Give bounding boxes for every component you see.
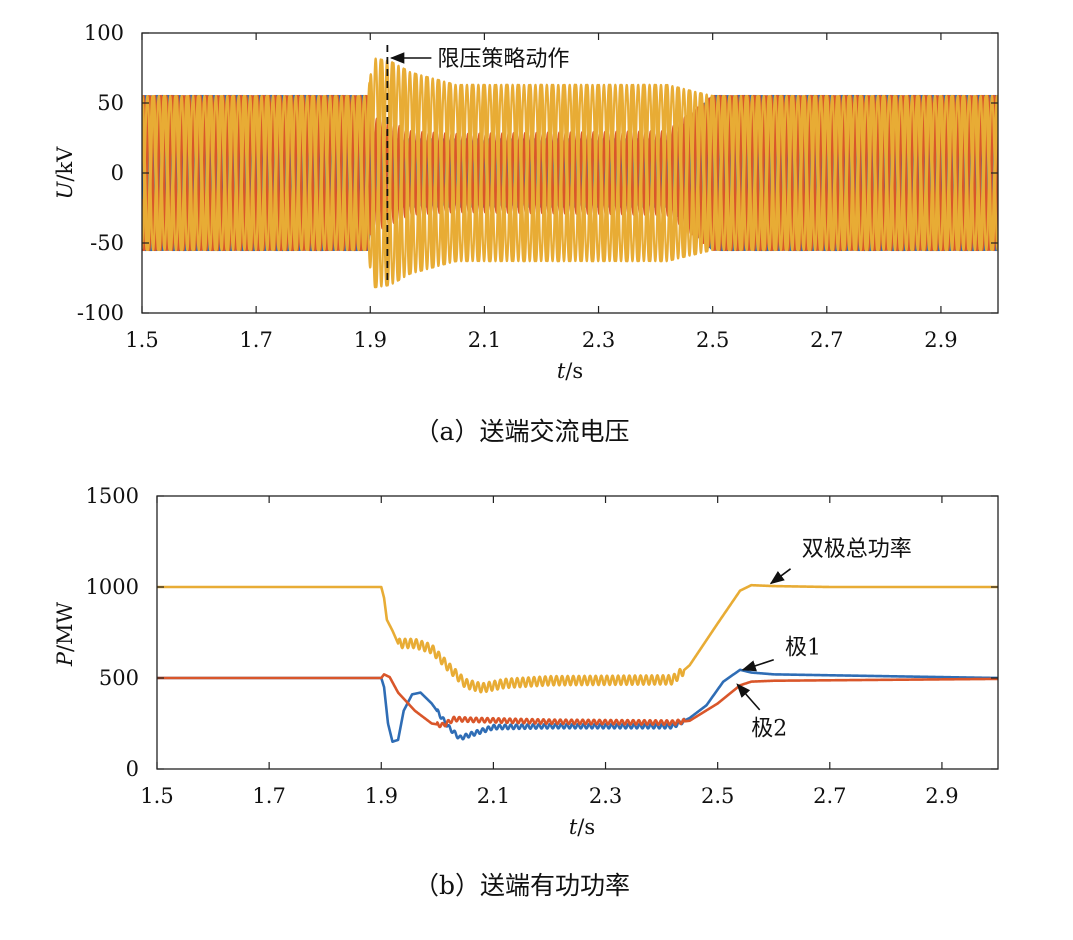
panel-b-y-tick-label: 500 [99, 666, 139, 690]
panel-a-series-line-2-phase-1 [142, 57, 998, 288]
panel-b-x-tick-label: 2.9 [925, 784, 958, 808]
panel-b-y-label-var: P [53, 651, 77, 667]
panel-a-y-tick-label: -100 [77, 301, 124, 325]
panel-b-series-line-0 [157, 583, 998, 694]
panel-b-x-tick-label: 2.1 [477, 784, 510, 808]
panel-b-x-tick-label: 2.3 [589, 784, 622, 808]
panel-b-x-tick-label: 1.5 [140, 784, 173, 808]
panel-a-x-axis-label: t/s [557, 359, 583, 383]
panel-b-x-tick-label: 1.9 [365, 784, 398, 808]
panel-a-x-label-var: t [557, 359, 566, 383]
panel-a-y-tick-label: 0 [111, 161, 124, 185]
panel-b-series-group [157, 583, 998, 743]
panel-b-annotation-arrow-1 [741, 659, 774, 672]
panel-a-y-label-var: U [53, 180, 77, 199]
panel-b-y-tick-label: 0 [126, 757, 139, 781]
panel-b-series-label-1: 极1 [785, 635, 821, 660]
panel-b-x-axis-label: t/s [569, 815, 595, 839]
panel-b-y-axis-label: P/MW [53, 601, 77, 667]
panel-a-y-tick-label: -50 [90, 231, 124, 255]
panel-a-x-tick-label: 1.7 [239, 328, 272, 352]
panel-a-series-line-2-phase-2 [142, 58, 998, 289]
panel-a-x-tick-label: 2.7 [810, 328, 843, 352]
panel-b-annotation-arrow-0 [769, 568, 792, 585]
panel-b-series-label-0: 双极总功率 [802, 537, 912, 562]
panel-a-x-tick-label: 1.5 [125, 328, 158, 352]
panel-a-series-line-1-phase-2 [142, 94, 998, 252]
panel-a-x-tick-label: 2.9 [924, 328, 957, 352]
panel-a-x-tick-label: 2.3 [582, 328, 615, 352]
panel-b-x-tick-label: 2.7 [813, 784, 846, 808]
panel-a-ticks: 1.5 1.7 1.9 2.1 2.3 2.5 2.7 2.9 -100 -50 0 50 100 [77, 21, 998, 352]
panel-a-annotation-text: 限压策略动作 [437, 47, 569, 72]
panel-b-x-tick-label: 1.7 [252, 784, 285, 808]
panel-b-plot-frame [156, 495, 999, 770]
panel-a-voltage-chart: 1.5 1.7 1.9 2.1 2.3 2.5 2.7 2.9 -100 -50 0 50 100 限压… [53, 21, 999, 446]
panel-b-series-line-2 [157, 673, 998, 729]
panel-b-y-tick-label: 1500 [86, 484, 139, 508]
panel-a-y-tick-label: 50 [97, 91, 124, 115]
panel-a-y-axis-label: U/kV [53, 146, 77, 200]
panel-a-x-label-unit: /s [565, 359, 583, 383]
panel-a-x-tick-label: 2.5 [696, 328, 729, 352]
panel-a-x-tick-label: 2.1 [468, 328, 501, 352]
panel-a-y-label-unit: /kV [53, 146, 77, 182]
panel-b-series-label-2: 极2 [751, 716, 787, 741]
panel-b-y-label-unit: /MW [53, 601, 77, 652]
panel-b-x-tick-label: 2.5 [701, 784, 734, 808]
panel-b-annotation-arrow-2 [736, 683, 761, 711]
panel-a-caption: （a）送端交流电压 [415, 417, 630, 446]
panel-b-power-chart: 1.5 1.7 1.9 2.1 2.3 2.5 2.7 2.9 0 500 1000 1500 双极总… [53, 484, 999, 900]
panel-b-y-tick-label: 1000 [86, 575, 139, 599]
panel-a-series-group [142, 57, 998, 289]
panel-a-x-tick-label: 1.9 [354, 328, 387, 352]
panel-b-x-label-unit: /s [577, 815, 595, 839]
panel-a-y-tick-label: 100 [84, 21, 124, 45]
panel-b-caption: （b）送端有功功率 [414, 871, 630, 900]
panel-b-x-label-var: t [569, 815, 578, 839]
panel-b-ticks: 1.5 1.7 1.9 2.1 2.3 2.5 2.7 2.9 0 500 1000 1500 [86, 484, 998, 808]
